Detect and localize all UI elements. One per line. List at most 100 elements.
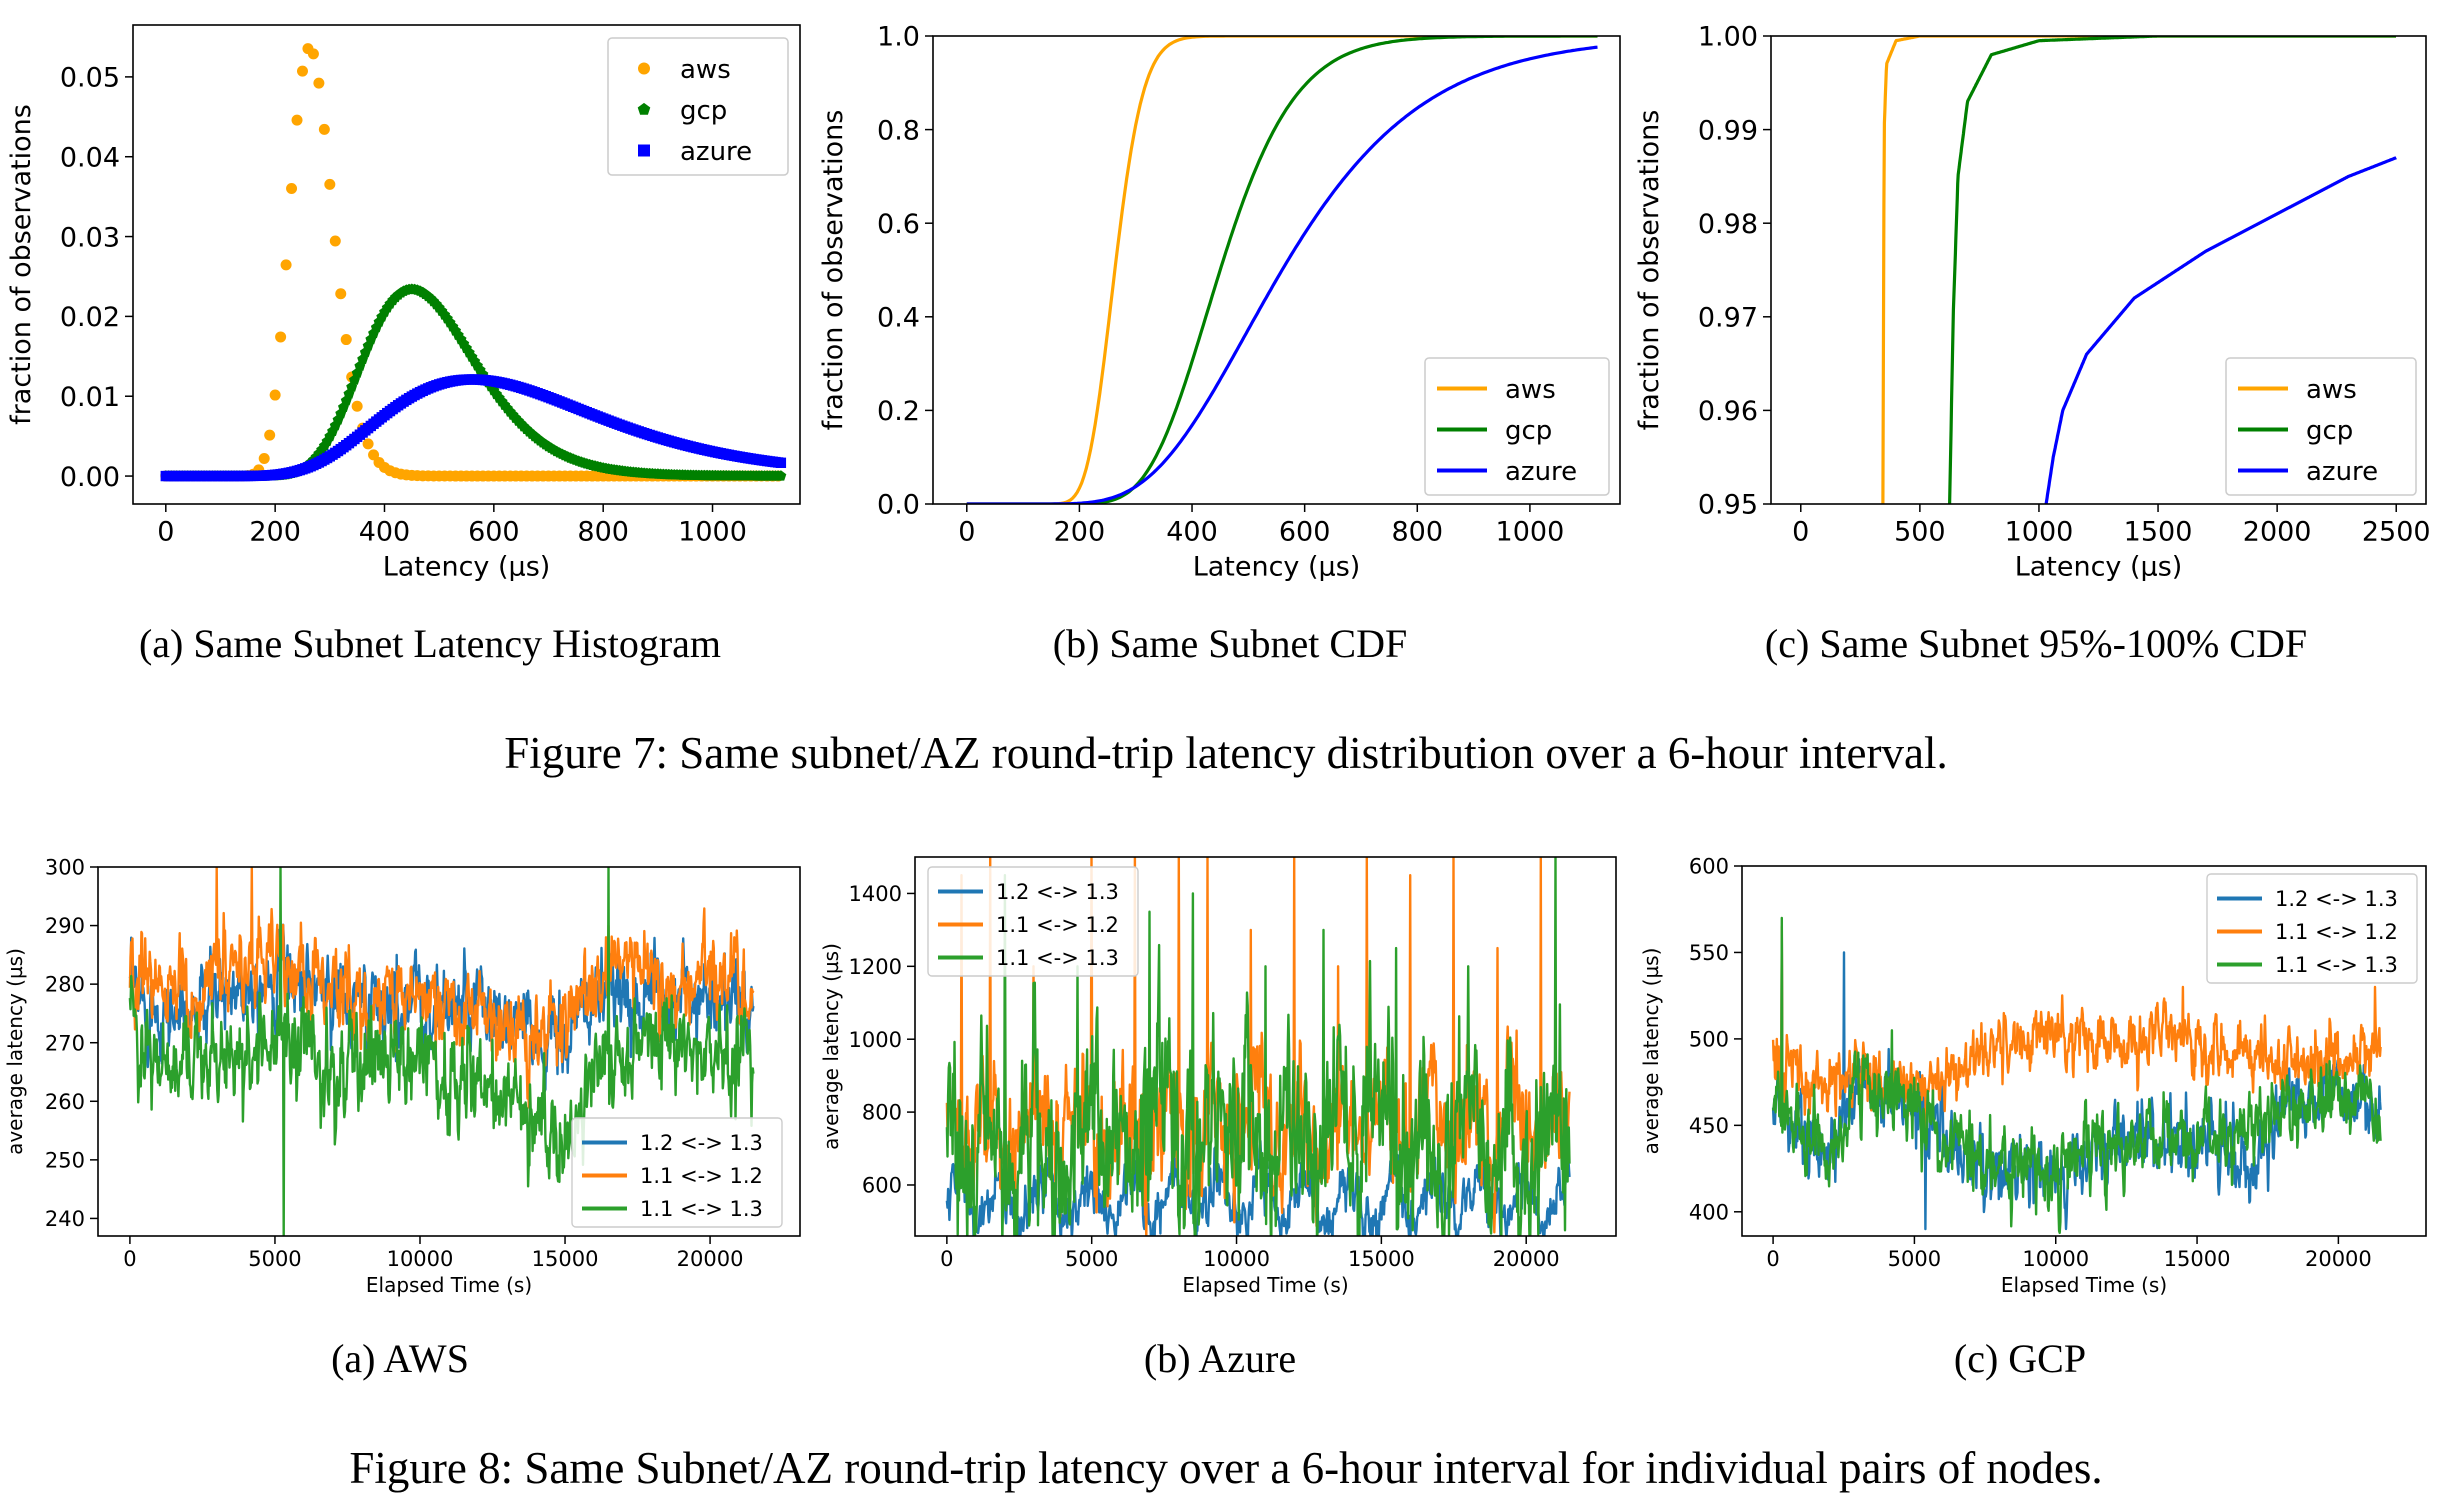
series-line xyxy=(128,867,755,1109)
subcaption-fig8c: (c) GCP xyxy=(1953,1336,2087,1381)
legend-label: gcp xyxy=(680,96,727,126)
data-point xyxy=(258,453,270,465)
plot-frame xyxy=(1770,35,2427,505)
x-tick-label: 20000 xyxy=(2305,1247,2372,1271)
x-tick-label: 0 xyxy=(157,516,174,547)
x-tick-label: 1000 xyxy=(678,516,747,547)
legend-label: azure xyxy=(1505,457,1577,487)
data-point xyxy=(286,183,298,195)
x-axis-label: Elapsed Time (s) xyxy=(366,1273,532,1297)
data-point xyxy=(775,470,787,481)
y-tick-label: 270 xyxy=(45,1031,85,1055)
plot-frame xyxy=(97,866,801,1237)
figure8-caption: Figure 8: Same Subnet/AZ round-trip late… xyxy=(349,1443,2103,1493)
plot-area xyxy=(1771,916,2382,1235)
y-tick-label: 1.0 xyxy=(877,22,920,53)
x-tick-label: 1500 xyxy=(2124,516,2193,547)
y-tick-label: 240 xyxy=(45,1207,85,1231)
y-tick-label: 1.00 xyxy=(1698,22,1758,53)
y-tick-label: 500 xyxy=(1689,1027,1729,1051)
legend-label: 1.1 <-> 1.2 xyxy=(640,1164,763,1188)
y-tick-label: 400 xyxy=(1689,1200,1729,1224)
chart-fig7a: 0 200 400 600 800 1000 0.00 0.01 0.02 0.03 0.04 0.0… xyxy=(6,24,801,582)
x-axis-label: Latency (µs) xyxy=(2015,551,2183,582)
legend-label: 1.1 <-> 1.2 xyxy=(2275,920,2398,944)
legend-label: 1.1 <-> 1.3 xyxy=(640,1197,763,1221)
plot-area xyxy=(945,857,1571,1236)
plot-area xyxy=(1881,36,2397,504)
x-tick-label: 500 xyxy=(1894,516,1946,547)
x-tick-label: 1000 xyxy=(1496,516,1565,547)
x-axis-label: Elapsed Time (s) xyxy=(1182,1273,1348,1297)
subcaption-fig7b: (b) Same Subnet CDF xyxy=(1052,621,1408,666)
x-tick-label: 400 xyxy=(1166,516,1218,547)
chart-fig8c: 0 5000 10000 15000 20000 400 450 500 550 600 Elaps… xyxy=(1639,855,2427,1297)
y-tick-label: 550 xyxy=(1689,941,1729,965)
x-tick-label: 0 xyxy=(940,1247,953,1271)
legend-label: 1.1 <-> 1.3 xyxy=(996,946,1119,970)
y-tick-label: 600 xyxy=(862,1174,902,1198)
chart-fig8a: 0 5000 10000 15000 20000 240 250 260 270 280 290 30… xyxy=(3,856,801,1297)
x-tick-label: 600 xyxy=(468,516,520,547)
x-tick-label: 0 xyxy=(1766,1247,1779,1271)
y-tick-label: 0.03 xyxy=(60,222,120,253)
y-axis-label: fraction of observations xyxy=(820,110,849,431)
data-point xyxy=(329,235,341,247)
y-axis-label: average latency (µs) xyxy=(3,948,27,1155)
data-point xyxy=(351,400,363,412)
y-tick-label: 800 xyxy=(862,1101,902,1125)
legend-box xyxy=(607,37,789,176)
legend-label: 1.2 <-> 1.3 xyxy=(2275,887,2398,911)
data-point xyxy=(340,334,352,346)
y-tick-label: 0.2 xyxy=(877,396,920,427)
series-line-gcp xyxy=(1948,36,2396,504)
x-axis-label: Elapsed Time (s) xyxy=(2001,1273,2167,1297)
subcaption-fig7a: (a) Same Subnet Latency Histogram xyxy=(138,621,722,666)
y-tick-label: 0.4 xyxy=(877,303,920,334)
legend-label: aws xyxy=(680,55,731,85)
x-tick-label: 0 xyxy=(123,1247,136,1271)
y-tick-label: 1000 xyxy=(849,1028,902,1052)
legend-box xyxy=(1424,357,1610,496)
y-tick-label: 0.98 xyxy=(1698,209,1758,240)
series-line-azure xyxy=(2044,156,2397,504)
legend-box xyxy=(2225,357,2417,496)
data-point xyxy=(264,429,276,441)
series-line xyxy=(945,857,1571,1236)
plot-area xyxy=(160,43,787,482)
series-azure xyxy=(160,374,787,482)
x-tick-label: 10000 xyxy=(2022,1247,2089,1271)
y-axis-label: average latency (µs) xyxy=(820,943,843,1150)
legend-label: aws xyxy=(1505,375,1556,405)
x-axis-label: Latency (µs) xyxy=(383,551,551,582)
legend-label: azure xyxy=(680,137,752,167)
x-tick-label: 5000 xyxy=(1065,1247,1118,1271)
y-tick-label: 1400 xyxy=(849,882,902,906)
data-point xyxy=(280,259,292,271)
figure7-caption: Figure 7: Same subnet/AZ round-trip late… xyxy=(504,728,1948,778)
subcaption-fig7c: (c) Same Subnet 95%-100% CDF xyxy=(1764,621,2308,666)
y-tick-label: 290 xyxy=(45,914,85,938)
data-point xyxy=(291,114,303,126)
chart-fig8b: 0 5000 10000 15000 20000 600 800 1000 1200 1400 El… xyxy=(820,856,1617,1297)
data-point xyxy=(362,438,374,450)
y-tick-label: 0.01 xyxy=(60,382,120,413)
series-line xyxy=(1771,916,2382,1235)
data-point xyxy=(269,389,281,401)
x-tick-label: 10000 xyxy=(1203,1247,1270,1271)
x-tick-label: 2000 xyxy=(2243,516,2312,547)
y-tick-label: 0.00 xyxy=(60,462,120,493)
x-tick-label: 600 xyxy=(1279,516,1331,547)
legend-label: gcp xyxy=(1505,416,1552,446)
plot-area xyxy=(128,867,755,1236)
data-point xyxy=(775,457,787,469)
data-point xyxy=(335,288,347,300)
y-tick-label: 0.96 xyxy=(1698,396,1758,427)
x-tick-label: 2500 xyxy=(2362,516,2431,547)
legend-label: 1.1 <-> 1.2 xyxy=(996,913,1119,937)
x-tick-label: 10000 xyxy=(387,1247,454,1271)
plot-frame xyxy=(1741,865,2427,1237)
y-tick-label: 0.05 xyxy=(60,63,120,94)
x-tick-label: 5000 xyxy=(1888,1247,1941,1271)
legend-marker xyxy=(638,144,650,157)
